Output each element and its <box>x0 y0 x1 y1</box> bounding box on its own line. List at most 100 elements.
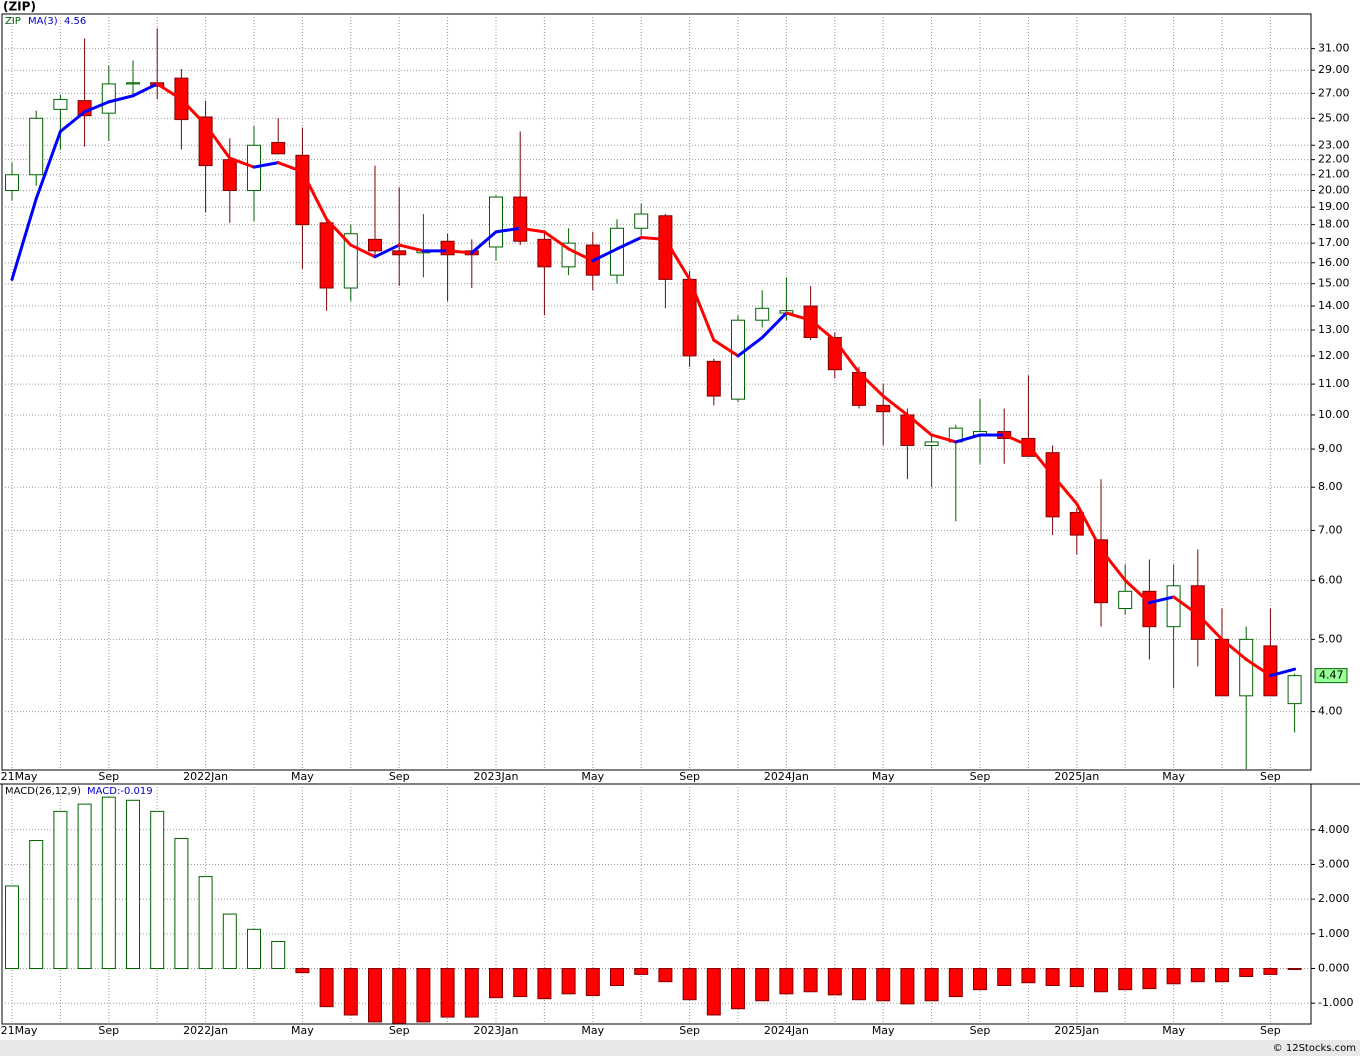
ma-line <box>760 311 788 340</box>
ma-line <box>688 277 716 342</box>
macd-bar <box>1118 968 1133 991</box>
legend-symbol: ZIP <box>5 16 21 27</box>
x-tick-label: Sep <box>1260 1024 1281 1037</box>
macd-bar <box>150 810 165 970</box>
ma-line <box>300 170 329 221</box>
macd-bar <box>489 968 503 999</box>
candle-body <box>271 141 286 155</box>
macd-bar <box>755 968 770 1002</box>
ma-line <box>228 156 256 169</box>
x-tick-label: 2024Jan <box>764 1024 809 1037</box>
ma-line <box>325 217 353 247</box>
x-tick-label: May <box>1162 770 1185 783</box>
y-tick-label: 12.00 <box>1318 349 1350 362</box>
y-tick-label: 10.00 <box>1318 408 1350 421</box>
candle-body <box>368 238 382 252</box>
ma-line <box>155 82 183 101</box>
y-tick-label: 31.00 <box>1318 42 1350 55</box>
macd-bar <box>876 968 891 1002</box>
macd-bar <box>1239 968 1254 977</box>
ma-line <box>204 123 232 160</box>
candle-body <box>706 360 721 397</box>
ma-line <box>567 247 595 263</box>
y-tick-label: 29.00 <box>1318 63 1350 76</box>
x-tick-label: Sep <box>389 770 410 783</box>
x-tick-label: May <box>291 1024 314 1037</box>
macd-bar <box>1190 968 1205 983</box>
macd-bar <box>464 968 479 1018</box>
ma-line <box>1051 473 1079 506</box>
ma-line <box>34 129 62 201</box>
macd-bar <box>53 810 68 970</box>
candle-body <box>1069 511 1084 536</box>
x-tick-label: 2022Jan <box>183 1024 228 1037</box>
ma-line <box>857 371 885 398</box>
macd-bar <box>948 968 963 998</box>
macd-bar <box>1094 968 1108 993</box>
candle-body <box>1190 585 1205 640</box>
ma-line <box>1147 595 1176 605</box>
macd-bar <box>174 837 189 970</box>
macd-bar <box>101 796 116 970</box>
x-tick-label: Sep <box>970 770 991 783</box>
ma-line <box>1026 443 1055 477</box>
y-tick-label: 5.00 <box>1318 632 1343 645</box>
candle-body <box>1287 675 1302 705</box>
y-tick-label: 20.00 <box>1318 184 1350 197</box>
candle-body <box>295 154 310 226</box>
y-tick-label: 14.00 <box>1318 299 1350 312</box>
x-tick-label: 2021May <box>0 770 38 783</box>
ma-line <box>736 336 764 358</box>
candle-body <box>126 82 140 85</box>
macd-bar <box>1021 968 1036 984</box>
x-tick-label: Sep <box>679 1024 700 1037</box>
macd-bar <box>319 968 334 1008</box>
macd-bar <box>440 968 455 1018</box>
y-tick-label: 15.00 <box>1318 277 1350 290</box>
ma-line <box>1075 502 1103 551</box>
ma-line <box>1220 637 1248 661</box>
y-tick-label: 27.00 <box>1318 86 1350 99</box>
ma-line <box>1172 595 1200 616</box>
ma-line <box>881 394 909 417</box>
y-tick-label: 18.00 <box>1318 218 1350 231</box>
ma-line <box>397 243 425 253</box>
candle-body <box>755 307 770 321</box>
candle-body <box>101 83 116 114</box>
macd-bar <box>295 968 310 974</box>
macd-bar <box>779 968 794 995</box>
ma-line <box>131 82 159 98</box>
ma-line <box>349 243 377 259</box>
candle-body <box>1118 590 1133 610</box>
y-tick-label: 19.00 <box>1318 200 1350 213</box>
ma-line <box>809 318 837 342</box>
ma-line <box>663 237 692 281</box>
candle-body <box>222 159 237 192</box>
macd-current: MACD:-0.019 <box>87 786 153 797</box>
ma-line <box>83 100 111 114</box>
macd-bar <box>198 876 213 970</box>
ma-line <box>1196 612 1224 641</box>
y-tick-label: 22.00 <box>1318 153 1350 166</box>
candle-body <box>53 98 68 110</box>
ma-line <box>252 161 280 169</box>
price-panel <box>1 13 1312 771</box>
x-tick-label: May <box>291 770 314 783</box>
candle-body <box>731 319 745 400</box>
candle-body <box>1239 638 1254 697</box>
y-tick-label: 25.00 <box>1318 111 1350 124</box>
macd-bar <box>1142 968 1157 990</box>
macd-bar <box>803 968 818 993</box>
ma-line <box>518 226 546 234</box>
candle-body <box>319 222 334 289</box>
x-tick-label: Sep <box>1260 770 1281 783</box>
macd-bar <box>682 968 697 1001</box>
ma-line <box>373 243 401 259</box>
y-tick-label: 1.000 <box>1318 927 1350 940</box>
macd-bar <box>343 968 358 1016</box>
last-price-box <box>1314 668 1348 684</box>
chart-title: (ZIP) <box>3 0 36 14</box>
ma-line <box>833 338 861 375</box>
macd-bar <box>1263 968 1278 975</box>
